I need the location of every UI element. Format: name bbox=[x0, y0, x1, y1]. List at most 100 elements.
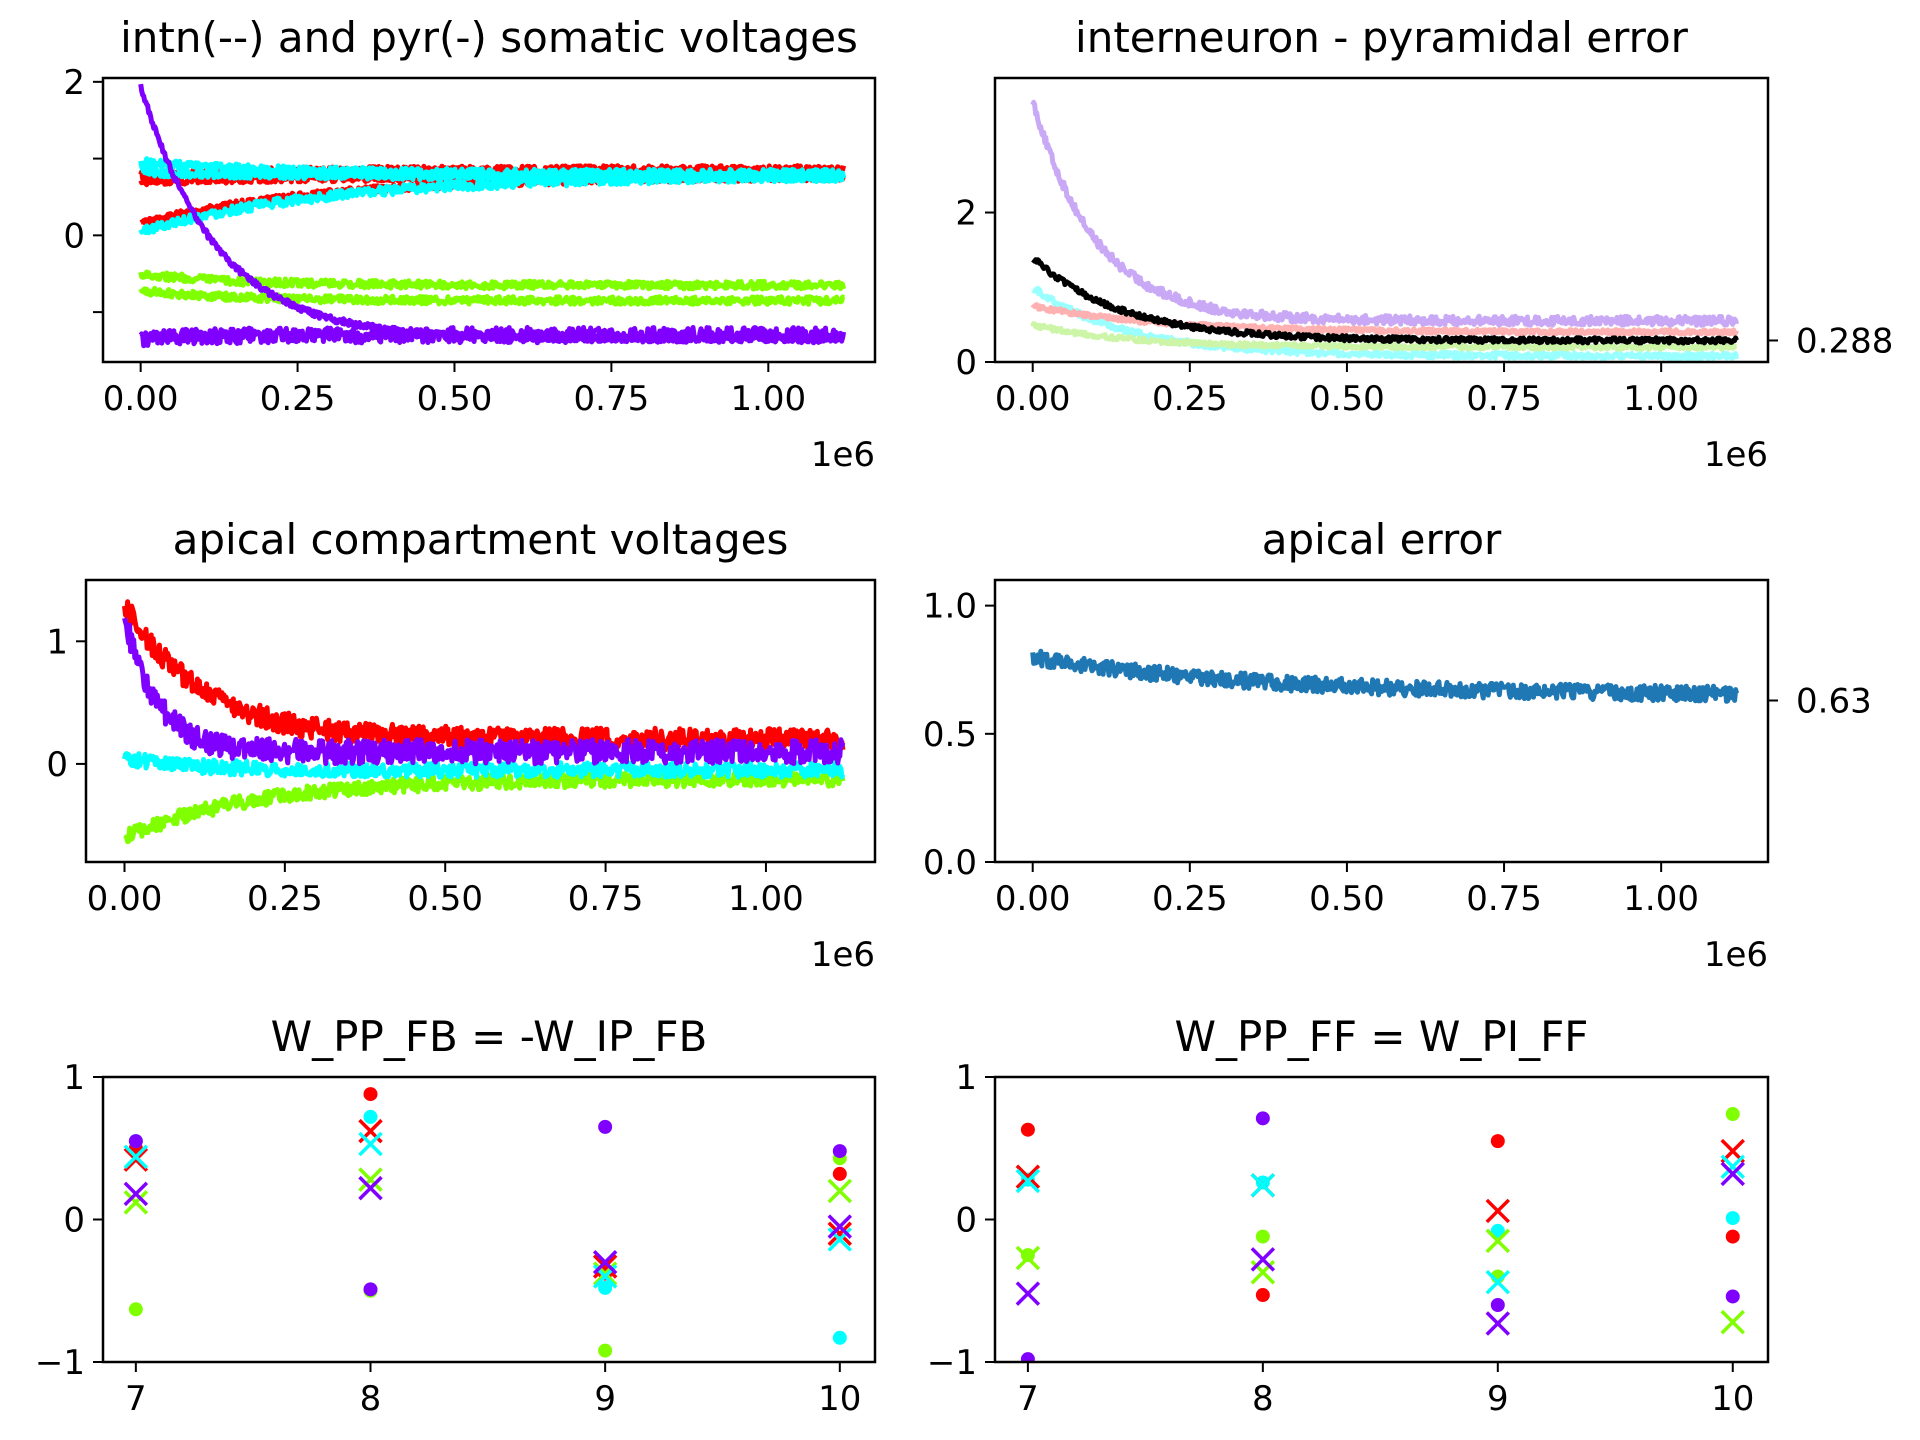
data-point bbox=[128, 1302, 143, 1317]
x-offset-label: 1e6 bbox=[811, 935, 875, 975]
y-tick-label: 0 bbox=[955, 1201, 977, 1241]
cross-marker bbox=[1485, 1228, 1511, 1254]
cross-marker bbox=[123, 1190, 149, 1215]
x-offset-label: 1e6 bbox=[1704, 435, 1768, 475]
x-tick-label: 7 bbox=[1017, 1379, 1039, 1419]
series-line bbox=[122, 617, 846, 767]
cross-marker bbox=[827, 1178, 853, 1204]
data-point bbox=[1255, 1111, 1270, 1126]
data-point bbox=[1725, 1211, 1740, 1226]
x-tick-label: 8 bbox=[1252, 1379, 1274, 1419]
cross-marker bbox=[827, 1221, 853, 1246]
data-point bbox=[832, 1166, 847, 1181]
y-tick-label: 1 bbox=[63, 1058, 85, 1098]
x-tick-label: 0.50 bbox=[407, 879, 483, 919]
data-point bbox=[363, 1087, 378, 1102]
right-tick-label: 0.63 bbox=[1796, 681, 1872, 721]
data-point bbox=[832, 1330, 847, 1345]
cross-marker bbox=[123, 1147, 149, 1172]
cross-marker bbox=[1015, 1168, 1041, 1194]
x-tick-label: 0.75 bbox=[568, 879, 644, 919]
cross-marker bbox=[123, 1181, 149, 1207]
data-point bbox=[1255, 1175, 1270, 1190]
cross-marker bbox=[1720, 1154, 1745, 1180]
cross-marker bbox=[1015, 1281, 1041, 1306]
series-line bbox=[1030, 99, 1740, 328]
x-tick-label: 10 bbox=[818, 1379, 861, 1419]
data-point bbox=[1490, 1223, 1505, 1238]
subplot-1: intn(--) and pyr(-) somatic voltages 0.00… bbox=[63, 13, 877, 475]
y-tick-label: 0 bbox=[46, 745, 68, 785]
data-point bbox=[1725, 1107, 1740, 1122]
series-line bbox=[123, 769, 846, 845]
x-offset-label: 1e6 bbox=[1704, 935, 1768, 975]
x-tick-label: 0.00 bbox=[103, 379, 179, 419]
x-tick-label: 1.00 bbox=[1623, 879, 1699, 919]
cross-marker bbox=[592, 1261, 618, 1286]
x-tick-label: 8 bbox=[360, 1379, 382, 1419]
x-tick-label: 0.75 bbox=[1466, 379, 1542, 419]
axes-frame bbox=[101, 76, 877, 364]
plot-area bbox=[1030, 99, 1740, 362]
data-point bbox=[363, 1109, 378, 1124]
series-line bbox=[1030, 648, 1740, 704]
data-point bbox=[1020, 1248, 1035, 1263]
series-line bbox=[122, 751, 846, 780]
y-tick-label: −1 bbox=[35, 1343, 85, 1383]
cross-marker bbox=[1250, 1247, 1276, 1272]
y-tick-label: 0 bbox=[63, 216, 85, 256]
x-tick-label: 0.25 bbox=[1152, 379, 1228, 419]
cross-marker bbox=[1720, 1309, 1745, 1335]
x-tick-label: 0.50 bbox=[1309, 379, 1385, 419]
cross-marker bbox=[1015, 1245, 1041, 1271]
series-line bbox=[1031, 257, 1739, 346]
axes-frame bbox=[993, 578, 1770, 864]
data-point bbox=[1725, 1229, 1740, 1244]
series-line bbox=[1031, 285, 1740, 362]
y-tick-label: 0.0 bbox=[923, 843, 977, 883]
cross-marker bbox=[827, 1214, 853, 1239]
plot-area bbox=[1015, 1107, 1745, 1362]
subplot-3: apical compartment voltages 0.00 0.25 0.50 0… bbox=[46, 515, 877, 975]
data-point bbox=[1020, 1122, 1035, 1137]
data-point bbox=[128, 1134, 143, 1149]
y-tick-label: 0.5 bbox=[923, 715, 977, 755]
y-tick-label: 2 bbox=[955, 194, 977, 234]
series-line bbox=[139, 166, 846, 183]
series-line bbox=[138, 285, 846, 307]
x-tick-label: 0.00 bbox=[995, 379, 1071, 419]
series-line bbox=[138, 83, 846, 345]
y-tick-label: 2 bbox=[63, 63, 85, 103]
x-tick-label: 0.00 bbox=[995, 879, 1071, 919]
data-point bbox=[1490, 1134, 1505, 1149]
plot-area bbox=[138, 83, 847, 349]
axes-frame bbox=[84, 578, 877, 864]
x-tick-label: 0.75 bbox=[574, 379, 650, 419]
data-point bbox=[1255, 1229, 1270, 1244]
y-tick-label: 0 bbox=[63, 1201, 85, 1241]
plot-area bbox=[1030, 648, 1740, 704]
data-point bbox=[1020, 1352, 1035, 1362]
cross-marker bbox=[1485, 1311, 1511, 1336]
x-tick-label: 1.00 bbox=[728, 879, 804, 919]
subplot-title: W_PP_FF = W_PI_FF bbox=[1175, 1012, 1589, 1061]
y-tick-label: 1.0 bbox=[923, 587, 977, 627]
x-offset-label: 1e6 bbox=[811, 435, 875, 475]
data-point bbox=[832, 1144, 847, 1159]
x-tick-label: 1.00 bbox=[1623, 379, 1699, 419]
series-line bbox=[138, 325, 847, 349]
cross-marker bbox=[123, 1144, 149, 1170]
cross-marker bbox=[1485, 1269, 1511, 1295]
y-tick-label: 0 bbox=[955, 343, 977, 383]
cross-marker bbox=[1250, 1173, 1276, 1198]
y-tick-label: −1 bbox=[927, 1343, 977, 1383]
cross-marker bbox=[358, 1175, 383, 1201]
x-tick-label: 0.50 bbox=[1309, 879, 1385, 919]
data-point bbox=[1725, 1289, 1740, 1304]
cross-marker bbox=[1015, 1164, 1041, 1189]
x-tick-label: 0.50 bbox=[417, 379, 493, 419]
plot-area bbox=[123, 1087, 853, 1358]
right-tick-label: 0.288 bbox=[1796, 321, 1893, 361]
data-point bbox=[598, 1280, 613, 1295]
